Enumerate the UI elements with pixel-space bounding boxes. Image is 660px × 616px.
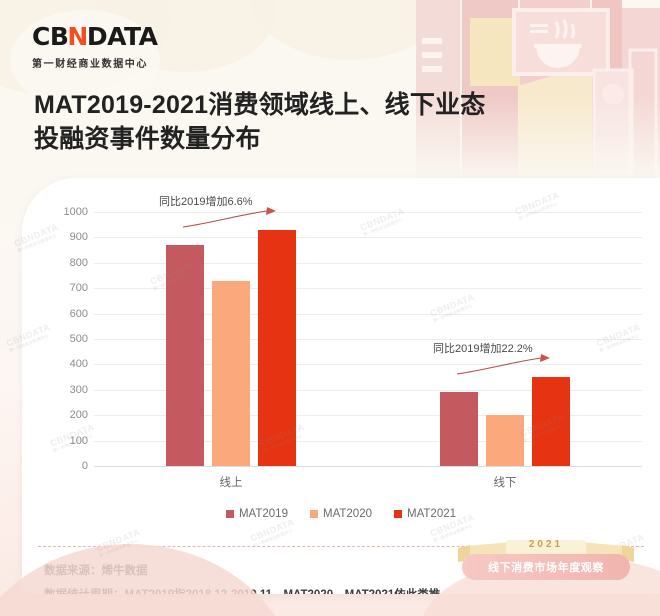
annotation-arrow xyxy=(182,206,276,228)
y-axis-tick-label: 100 xyxy=(69,434,88,447)
annotation-label: 同比2019增加22.2% xyxy=(433,343,533,356)
gridline xyxy=(94,313,642,315)
footer-divider xyxy=(38,546,644,547)
annotation-arrow xyxy=(456,354,550,375)
y-axis-tick-label: 800 xyxy=(69,256,88,269)
annotation-label: 同比2019增加6.6% xyxy=(159,195,253,208)
logo-accent-mark: N xyxy=(67,22,88,51)
gridline xyxy=(94,237,642,239)
y-axis-tick-label: 900 xyxy=(69,231,88,244)
y-axis-tick-label: 0 xyxy=(81,460,88,472)
chart-plot-area xyxy=(94,178,642,508)
logo-text-cb: CB xyxy=(32,22,69,51)
legend-item-MAT2021[interactable]: MAT2021 xyxy=(394,508,456,520)
gridline xyxy=(94,415,642,417)
x-axis-label-线上: 线上 xyxy=(219,477,243,489)
y-axis-tick-label: 700 xyxy=(69,282,88,295)
y-axis-tick-label: 1000 xyxy=(63,206,88,218)
chart-legend: MAT2019 MAT2020 MAT2021 xyxy=(22,508,660,520)
brand-logo: CB N DATA 第一财经商业数据中心 xyxy=(32,22,158,70)
bar-MAT2021-线上 xyxy=(258,229,296,466)
logo-subtitle: 第一财经商业数据中心 xyxy=(32,59,148,70)
logo-wordmark: CB N DATA xyxy=(32,22,158,51)
gridline xyxy=(94,364,642,366)
bar-MAT2021-线下 xyxy=(532,377,570,466)
legend-item-MAT2019[interactable]: MAT2019 xyxy=(225,508,288,520)
legend-swatch-icon xyxy=(394,510,402,518)
y-axis-tick-label: 400 xyxy=(69,358,88,371)
legend-swatch-icon xyxy=(225,510,234,518)
legend-swatch-icon xyxy=(309,510,318,518)
gridline xyxy=(94,389,642,391)
y-axis-tick-label: 500 xyxy=(69,333,88,345)
x-axis-label-线下: 线下 xyxy=(493,477,517,489)
y-axis-tick-label: 300 xyxy=(69,383,88,396)
gridline xyxy=(94,262,642,264)
chart-card: 1000 900 800 700 600 500 400 300 200 100 0 线上 线下 同比… xyxy=(22,178,660,594)
gridline xyxy=(94,440,642,442)
logo-text-data: DATA xyxy=(86,22,158,51)
legend-label: MAT2021 xyxy=(407,508,457,520)
page-title-line1: MAT2019-2021消费领域线上、线下业态 xyxy=(34,91,486,119)
decorative-cloud xyxy=(10,10,160,110)
y-axis-tick-label: 600 xyxy=(69,307,88,320)
bar-MAT2020-线下 xyxy=(486,415,524,466)
y-axis-labels: 1000 900 800 700 600 500 400 300 200 100 0 xyxy=(40,178,88,508)
gridline xyxy=(94,466,642,467)
bar-MAT2019-线上 xyxy=(166,245,204,466)
gridline xyxy=(94,339,642,340)
legend-item-MAT2020[interactable]: MAT2020 xyxy=(309,508,372,520)
badge-label: 线下消费市场年度观察 xyxy=(488,562,604,574)
y-axis-tick-label: 200 xyxy=(69,409,88,422)
badge-pill: 线下消费市场年度观察 xyxy=(462,554,630,580)
page-title-line2: 投融资事件数量分布 xyxy=(34,125,261,153)
legend-label: MAT2019 xyxy=(238,508,288,520)
city-illustration xyxy=(410,0,660,182)
page-title: MAT2019-2021消费领域线上、线下业态 投融资事件数量分布 xyxy=(34,88,594,156)
bar-MAT2020-线上 xyxy=(212,280,250,466)
gridline xyxy=(94,288,642,290)
legend-label: MAT2020 xyxy=(322,508,372,520)
gridline xyxy=(94,212,642,213)
bar-MAT2019-线下 xyxy=(440,392,478,466)
bar-chart: 1000 900 800 700 600 500 400 300 200 100 0 线上 线下 同比… xyxy=(22,178,660,508)
annual-observation-badge: 2021 线下消费市场年度观察 xyxy=(450,538,642,590)
badge-year: 2021 xyxy=(528,539,564,550)
